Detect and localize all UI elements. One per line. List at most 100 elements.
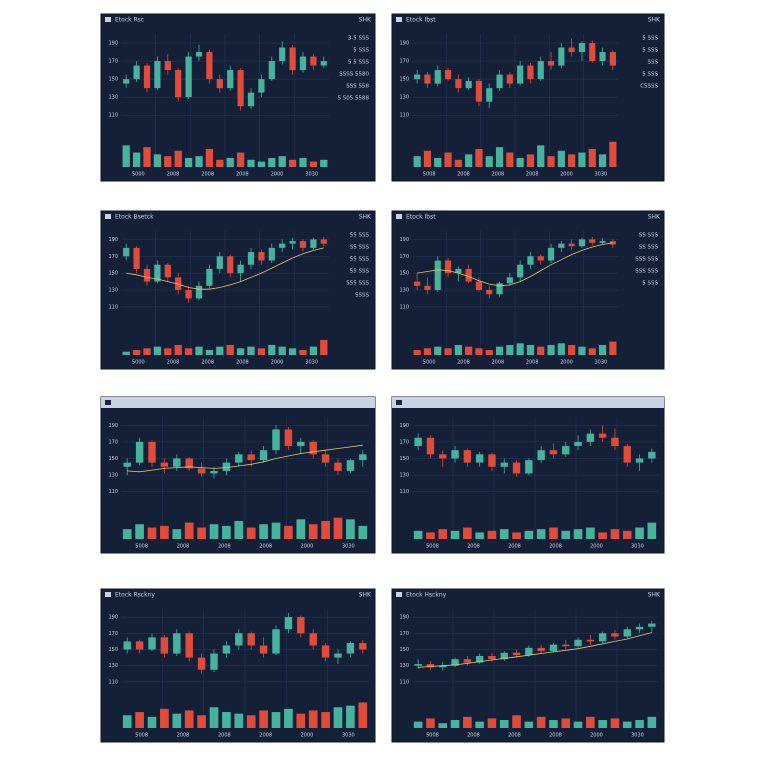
- candle-body: [237, 70, 244, 107]
- x-tick-label: 2000: [560, 172, 573, 178]
- candle-body: [434, 260, 441, 290]
- candle-body: [197, 468, 206, 474]
- y-tick-label: 110: [108, 489, 118, 495]
- candle-body: [346, 460, 355, 471]
- x-tick-label: 2008: [236, 360, 249, 366]
- candle-body: [574, 639, 582, 647]
- candle-body: [284, 429, 293, 447]
- volume-bar: [278, 156, 286, 167]
- side-label: SSSS: [355, 293, 369, 299]
- y-tick-label: 170: [108, 254, 118, 260]
- header-icon: [105, 214, 111, 219]
- candle-body: [527, 65, 534, 80]
- volume-bar: [549, 720, 558, 728]
- volume-bar: [450, 530, 460, 539]
- volume-bar: [172, 713, 182, 728]
- x-tick-label: 2000: [271, 360, 284, 366]
- volume-bar: [236, 348, 245, 355]
- x-tick-label: 3030: [594, 360, 607, 366]
- candle-body: [123, 79, 130, 84]
- y-tick-label: 110: [108, 679, 118, 685]
- volume-bar: [147, 527, 157, 539]
- candle-body: [589, 43, 596, 62]
- volume-bar: [122, 529, 132, 539]
- x-tick-label: 2008: [218, 733, 231, 739]
- candle-body: [279, 47, 286, 62]
- volume-bar: [438, 529, 448, 539]
- candle-body: [537, 61, 544, 80]
- panel-title: Etock Ibsck: [115, 400, 149, 407]
- volume-bar: [309, 161, 318, 167]
- y-tick-label: 150: [108, 77, 118, 83]
- candle-body: [500, 652, 508, 660]
- x-tick-label: 5008: [426, 544, 439, 550]
- candle-body: [599, 52, 606, 62]
- volume-bar: [526, 344, 535, 355]
- candle-body: [475, 281, 483, 290]
- volume-bar: [536, 716, 546, 728]
- volume-bar: [547, 344, 555, 355]
- side-label: SS SSS: [639, 245, 659, 251]
- candle-body: [586, 639, 595, 642]
- candle-body: [486, 88, 493, 102]
- volume-bar: [568, 344, 576, 355]
- volume-bar: [164, 348, 172, 355]
- candle-body: [247, 92, 255, 107]
- y-tick-label: 190: [399, 41, 409, 47]
- side-label: 3-5 SSS: [348, 36, 370, 42]
- candle-body: [609, 52, 616, 66]
- candle-body: [133, 247, 140, 269]
- candle-body: [222, 462, 231, 471]
- candle-body: [334, 653, 342, 658]
- volume-bar: [495, 346, 504, 355]
- volume-bar: [259, 710, 268, 728]
- candle-body: [475, 454, 484, 463]
- candle-body: [321, 645, 330, 658]
- volume-bar: [598, 154, 607, 167]
- candle-body: [537, 450, 545, 461]
- candle-body: [611, 633, 619, 637]
- volume-bar: [512, 715, 521, 728]
- candle-body: [259, 450, 268, 461]
- candle-body: [549, 644, 558, 652]
- x-tick-label: 2008: [218, 544, 231, 550]
- y-tick-label: 190: [108, 237, 118, 243]
- volume-bar: [284, 708, 293, 728]
- candle-body: [334, 462, 342, 471]
- x-tick-label: 2008: [457, 172, 470, 178]
- x-tick-label: 5000: [132, 360, 145, 366]
- volume-bar: [288, 348, 297, 355]
- volume-bar: [321, 520, 330, 539]
- volume-bar: [184, 522, 194, 539]
- volume-bar: [296, 713, 306, 728]
- volume-bar: [147, 716, 157, 728]
- x-tick-label: 2008: [526, 172, 539, 178]
- moving-average: [418, 632, 652, 668]
- candle-body: [414, 281, 421, 286]
- candle-body: [272, 429, 280, 451]
- volume-bar: [143, 147, 151, 167]
- candle-body: [635, 626, 644, 630]
- candle-body: [578, 239, 586, 247]
- panel: [391, 13, 665, 182]
- side-label: 55 SSS: [350, 269, 370, 275]
- volume-bar: [434, 346, 442, 355]
- volume-bar: [246, 527, 256, 539]
- candle-body: [160, 637, 169, 654]
- header-icon: [105, 400, 111, 405]
- x-tick-label: 3030: [342, 544, 355, 550]
- candle-body: [496, 283, 503, 295]
- candle-body: [568, 243, 575, 247]
- candle-body: [143, 65, 151, 89]
- volume-bar: [333, 707, 343, 728]
- candle-body: [216, 256, 223, 269]
- candle-body: [206, 268, 213, 286]
- candle-body: [537, 256, 544, 261]
- volume-bar: [122, 351, 130, 355]
- candle-body: [154, 264, 161, 282]
- panel-corner: SHK: [359, 17, 372, 24]
- volume-bar: [454, 344, 462, 355]
- candle-body: [547, 61, 555, 66]
- volume-bar: [413, 349, 421, 355]
- x-tick-label: 5000: [423, 360, 436, 366]
